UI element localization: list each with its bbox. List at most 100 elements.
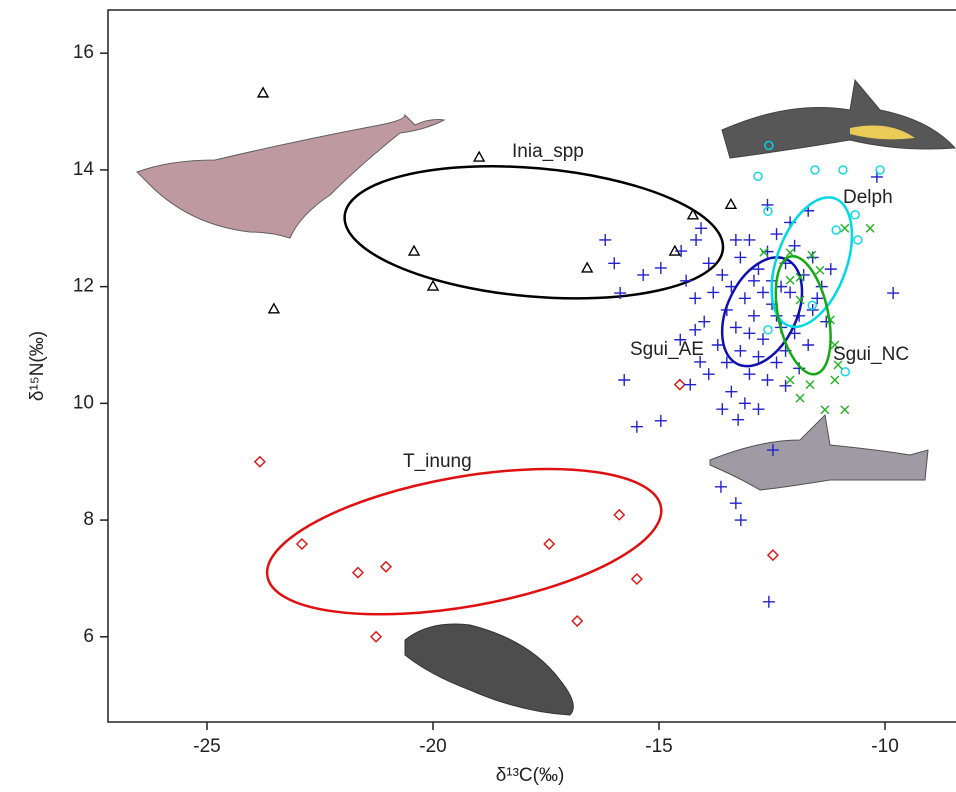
point: [613, 508, 626, 521]
point: [766, 549, 779, 562]
x-tick-label: -20: [419, 736, 446, 757]
point: [840, 367, 850, 377]
river-dolphin-drawing: [136, 113, 446, 239]
point: [795, 295, 805, 305]
point: [887, 287, 900, 300]
point: [752, 403, 765, 416]
point: [853, 235, 863, 245]
y-tick-label: 10: [73, 392, 94, 413]
point: [747, 309, 760, 322]
point: [753, 171, 763, 182]
point: [407, 244, 421, 256]
point: [714, 480, 727, 493]
point: [680, 274, 693, 287]
point: [802, 338, 815, 351]
point: [370, 630, 383, 643]
point: [875, 165, 885, 175]
point: [674, 333, 687, 346]
point: [785, 275, 795, 285]
point: [770, 356, 783, 369]
point: [716, 268, 729, 281]
point: [599, 233, 612, 246]
point: [253, 455, 266, 468]
x-tick-label: -25: [193, 736, 220, 757]
point: [764, 140, 774, 151]
point: [752, 263, 765, 276]
point: [380, 560, 392, 573]
point: [256, 86, 270, 98]
yellow-patch: [850, 125, 915, 140]
point: [743, 368, 756, 381]
point: [608, 257, 621, 270]
point: [795, 272, 805, 282]
point: [695, 222, 708, 235]
point: [267, 302, 281, 314]
point: [698, 315, 711, 328]
point: [724, 197, 738, 210]
point: [734, 251, 747, 264]
point: [725, 385, 738, 398]
point: [865, 223, 875, 233]
point: [711, 338, 724, 351]
manatee-drawing: [404, 623, 574, 716]
point: [756, 333, 769, 346]
point: [761, 374, 774, 387]
point: [618, 374, 631, 387]
point: [637, 268, 650, 281]
point: [805, 380, 815, 390]
point: [686, 208, 700, 220]
series-label: Delph: [843, 187, 893, 208]
series-label: Sgui_NC: [833, 344, 909, 365]
point: [707, 286, 720, 299]
point: [820, 405, 830, 415]
point: [689, 292, 702, 305]
point: [738, 292, 751, 305]
ellipse: [265, 467, 663, 616]
x-tick-label: -15: [645, 736, 672, 757]
point: [734, 514, 747, 527]
point: [630, 573, 643, 586]
point: [763, 325, 773, 335]
point: [850, 210, 860, 220]
point: [833, 360, 843, 370]
point: [654, 261, 667, 274]
point: [614, 287, 627, 300]
point: [785, 375, 795, 385]
point: [729, 233, 742, 246]
point: [732, 413, 745, 426]
point: [830, 340, 840, 350]
point: [630, 420, 643, 433]
point: [729, 321, 742, 334]
y-axis-label: δ¹⁵N(‰): [27, 331, 48, 401]
point: [763, 206, 773, 217]
point: [788, 239, 801, 252]
plot-frame: [107, 9, 956, 723]
point: [716, 403, 729, 416]
point: [838, 165, 848, 175]
point: [756, 286, 769, 299]
point: [830, 375, 840, 385]
y-tick-label: 14: [73, 159, 95, 180]
x-axis-label: δ¹³C(‰): [496, 765, 565, 786]
point: [734, 344, 747, 357]
point: [840, 223, 850, 233]
point: [824, 263, 837, 276]
point: [729, 497, 742, 510]
point: [840, 405, 850, 415]
point: [654, 414, 667, 427]
point: [770, 228, 783, 241]
point: [571, 615, 584, 628]
series-label: Sgui_AE: [630, 339, 704, 360]
ellipse: [720, 256, 804, 368]
y-tick-label: 16: [73, 42, 94, 63]
point: [795, 393, 805, 403]
point: [580, 261, 594, 273]
point: [779, 379, 792, 392]
point: [720, 356, 733, 369]
point: [807, 300, 817, 311]
series-label: T_inung: [403, 451, 472, 472]
y-tick-label: 12: [73, 276, 94, 297]
plot-area: [253, 86, 900, 643]
series-label: Inia_spp: [512, 141, 584, 162]
